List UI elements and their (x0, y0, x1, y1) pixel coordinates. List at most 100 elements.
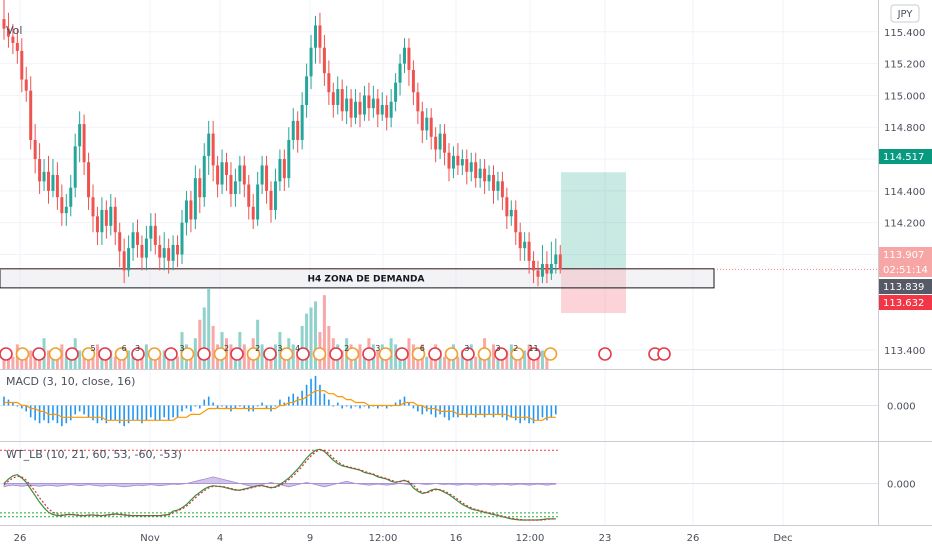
macd-hist-bar (141, 405, 143, 424)
wt2-line (3, 449, 556, 521)
macd-hist-bar (207, 396, 210, 406)
event-marker[interactable] (98, 347, 112, 361)
event-marker[interactable] (362, 347, 376, 361)
event-marker[interactable] (246, 347, 261, 361)
event-marker[interactable] (329, 347, 343, 361)
time-tick-label: 12:00 (369, 533, 398, 544)
event-marker[interactable] (48, 347, 63, 361)
stop-loss-zone[interactable] (561, 269, 626, 314)
volume-bar (176, 356, 180, 369)
macd-hist-bar (221, 405, 223, 407)
time-axis[interactable]: 26 Nov 4 9 12:00 16 12:00 23 26 Dec (14, 533, 793, 544)
demand-zone-rect[interactable] (0, 268, 715, 289)
long-position-box[interactable] (561, 172, 626, 314)
macd-signal-line (4, 390, 556, 421)
candle-body (153, 225, 157, 245)
event-marker[interactable] (461, 347, 475, 361)
volume-bar (131, 356, 135, 369)
volume-bar (429, 350, 433, 369)
candle-body (33, 139, 37, 160)
volume-label: Vol (6, 24, 22, 37)
time-tick-label: 26 (687, 533, 700, 544)
event-marker[interactable] (527, 347, 541, 361)
event-marker[interactable] (81, 347, 96, 361)
candle-body (407, 47, 411, 70)
event-count-label: 4 (295, 344, 300, 353)
volume-bar (64, 356, 68, 369)
macd-hist-bar (78, 405, 81, 412)
event-marker[interactable] (411, 347, 426, 361)
event-marker[interactable] (598, 347, 612, 361)
candle-body (29, 90, 33, 140)
event-marker[interactable] (428, 347, 442, 361)
candle-body (558, 254, 562, 270)
macd-hist-bar (274, 405, 277, 407)
currency-badge[interactable]: JPY (890, 4, 920, 23)
price-tag (879, 279, 932, 294)
event-marker[interactable] (164, 347, 178, 361)
candle-body (287, 139, 291, 179)
candle-body (15, 42, 19, 51)
volume-bar (358, 344, 362, 369)
candle-body (180, 222, 184, 255)
event-marker[interactable] (0, 347, 13, 361)
candle-body (189, 200, 193, 220)
volume-bar (113, 356, 117, 369)
macd-hist-bar (163, 405, 165, 418)
candle-body (131, 232, 135, 249)
volume-bar (456, 356, 460, 369)
event-marker[interactable] (296, 347, 310, 361)
event-count-label: 6 (420, 344, 425, 353)
macd-hist-bar (537, 405, 539, 421)
volume-bar (47, 350, 50, 369)
event-marker[interactable] (230, 347, 244, 361)
event-marker[interactable] (378, 347, 393, 361)
candle-body (260, 165, 264, 185)
event-marker[interactable] (444, 347, 459, 361)
candle-body (6, 28, 10, 37)
event-marker[interactable] (279, 347, 294, 361)
event-marker[interactable] (32, 347, 46, 361)
macd-hist-bar (514, 405, 517, 421)
macd-hist-bar (519, 405, 521, 424)
macd-hist-bar (21, 405, 23, 409)
price-tag-label: 113.839 (883, 282, 924, 293)
event-marker[interactable] (657, 347, 671, 361)
macd-hist-bar (265, 405, 268, 409)
candle-body (158, 244, 162, 258)
event-marker[interactable] (114, 347, 129, 361)
candle-body (300, 104, 304, 140)
candle-body (451, 155, 455, 169)
event-marker[interactable] (543, 347, 558, 361)
event-marker[interactable] (131, 347, 145, 361)
event-markers[interactable]: 5 6 3 3 2 2 3 4 2 3 6 3 3 2 11 (0, 344, 671, 361)
event-marker[interactable] (345, 347, 360, 361)
demand-zone[interactable]: H4 ZONA DE DEMANDA (0, 268, 715, 289)
volume-bar (207, 289, 211, 369)
event-marker[interactable] (65, 347, 79, 361)
macd-hist-bar (345, 405, 348, 407)
volume-bar (314, 301, 317, 369)
event-marker[interactable] (180, 347, 195, 361)
event-marker[interactable] (477, 347, 492, 361)
candle-body (367, 95, 371, 109)
time-tick-label: Nov (140, 533, 160, 544)
event-marker[interactable] (494, 347, 508, 361)
event-marker[interactable] (263, 347, 277, 361)
event-marker[interactable] (213, 347, 228, 361)
event-marker[interactable] (147, 347, 162, 361)
candle-body (474, 162, 478, 179)
event-marker[interactable] (312, 347, 327, 361)
event-marker[interactable] (197, 347, 211, 361)
macd-hist-bar (394, 402, 397, 406)
event-marker[interactable] (510, 347, 525, 361)
candle-body (416, 92, 420, 112)
candle-body (349, 98, 353, 118)
take-profit-zone[interactable] (561, 172, 626, 270)
time-tick-label: 12:00 (516, 533, 545, 544)
event-marker[interactable] (395, 347, 409, 361)
event-marker[interactable] (15, 347, 30, 361)
macd-hist-bar (127, 405, 130, 424)
volume-bar (278, 332, 282, 369)
